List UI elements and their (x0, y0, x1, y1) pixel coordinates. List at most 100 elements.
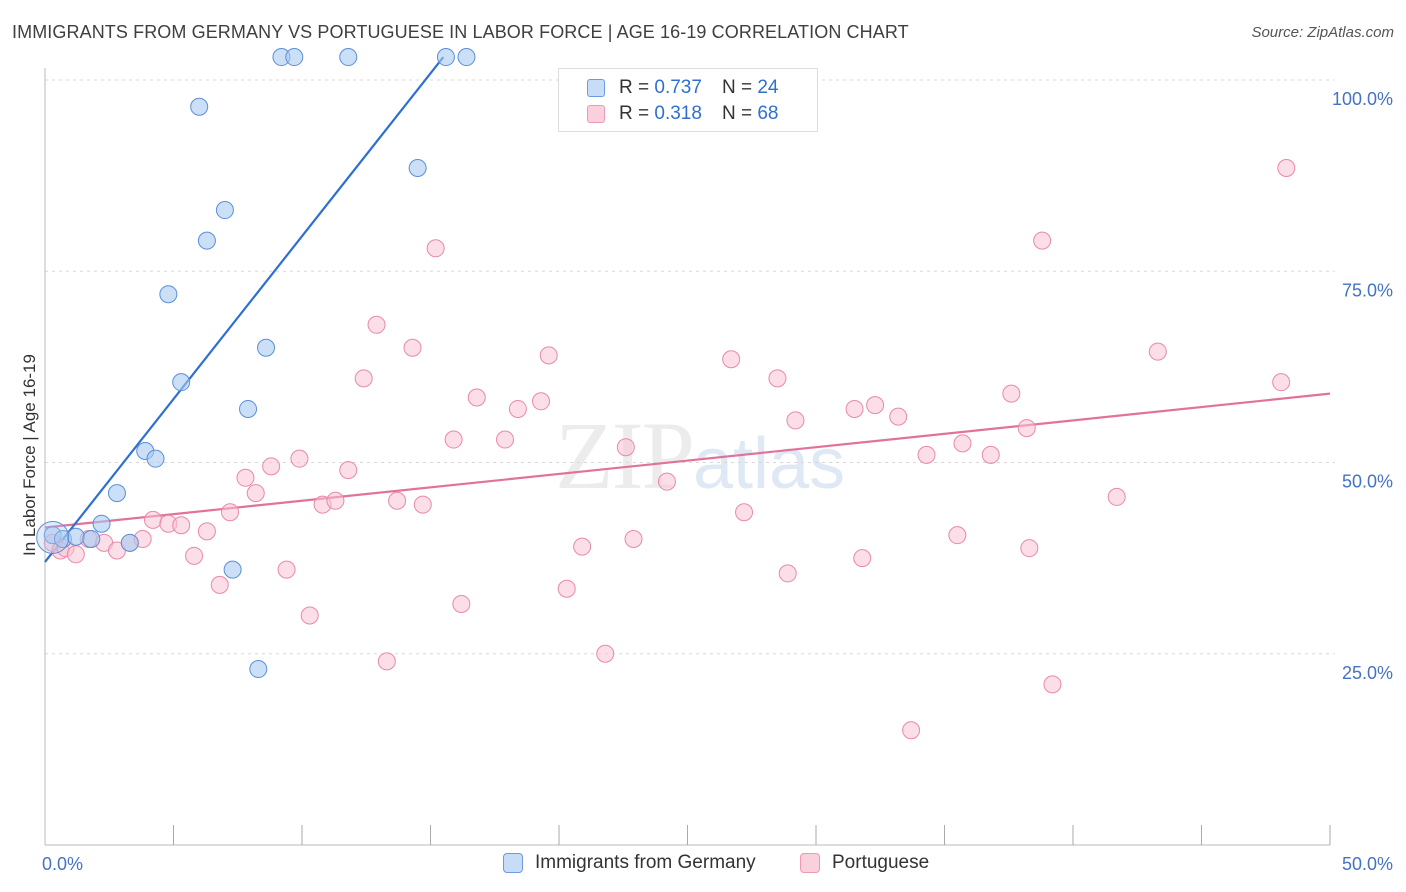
point-portuguese (722, 350, 741, 369)
point-portuguese (290, 449, 309, 468)
point-portuguese (889, 407, 908, 426)
point-portuguese (426, 239, 445, 258)
point-germany (159, 285, 178, 304)
legend-n-label: N = (721, 77, 753, 98)
point-germany (249, 660, 268, 679)
x-tick-label: 50.0% (1342, 854, 1393, 874)
point-portuguese (197, 522, 216, 541)
point-portuguese (532, 392, 551, 411)
point-germany (285, 48, 304, 67)
point-portuguese (616, 438, 635, 457)
point-portuguese (388, 491, 407, 510)
legend-row-germany: R = 0.737 N = 24 (587, 76, 778, 100)
y-tick-label: 50.0% (1342, 472, 1393, 492)
legend-r-label: R = (619, 103, 650, 124)
tick-labels: 100.0% 75.0% 50.0% 25.0% 0.0% 50.0% (42, 89, 1393, 874)
point-portuguese (573, 537, 592, 556)
point-portuguese (1277, 158, 1296, 177)
y-tick-label: 25.0% (1342, 663, 1393, 683)
bottom-legend-label-portuguese: Portuguese (832, 852, 930, 873)
point-portuguese (953, 434, 972, 453)
y-tick-label: 75.0% (1342, 280, 1393, 300)
watermark-atlas: atlas (693, 424, 846, 504)
point-portuguese (557, 579, 576, 598)
point-portuguese (624, 530, 643, 548)
bottom-legend-swatch-portuguese (800, 853, 820, 873)
point-portuguese (444, 430, 463, 449)
point-portuguese (845, 399, 864, 418)
point-portuguese (902, 721, 921, 740)
point-portuguese (1043, 675, 1062, 694)
point-portuguese (539, 346, 558, 365)
point-portuguese (1272, 373, 1291, 392)
point-portuguese (596, 644, 615, 663)
point-portuguese (778, 564, 797, 583)
bottom-legend-germany: Immigrants from Germany (503, 852, 756, 874)
point-germany (408, 158, 427, 177)
point-germany-cluster (36, 520, 70, 554)
point-germany (457, 48, 476, 67)
point-portuguese (981, 445, 1000, 464)
point-portuguese (262, 457, 281, 476)
point-portuguese (403, 338, 422, 357)
point-portuguese (467, 388, 486, 407)
point-portuguese (326, 491, 345, 510)
chart-title: IMMIGRANTS FROM GERMANY VS PORTUGUESE IN… (12, 22, 909, 42)
point-germany (120, 533, 139, 552)
source-label: Source: ZipAtlas.com (1251, 24, 1394, 41)
point-portuguese (1107, 487, 1126, 506)
point-germany (146, 449, 165, 468)
point-germany (436, 48, 455, 67)
y-tick-label: 100.0% (1332, 89, 1393, 109)
point-portuguese (354, 369, 373, 388)
legend-n-value-portuguese: 68 (757, 103, 779, 124)
point-portuguese (452, 595, 471, 614)
point-germany (82, 530, 101, 548)
point-portuguese (496, 430, 515, 449)
point-portuguese (300, 606, 319, 625)
trend-lines (44, 56, 1331, 563)
bottom-legend-label-germany: Immigrants from Germany (535, 852, 756, 873)
axes (44, 68, 1331, 846)
point-portuguese (508, 399, 527, 418)
point-portuguese (768, 369, 787, 388)
point-portuguese (786, 411, 805, 430)
point-germany (172, 373, 191, 392)
point-portuguese (367, 315, 386, 334)
legend-r-label: R = (619, 77, 650, 98)
legend-r-value-germany: 0.737 (654, 77, 702, 98)
point-portuguese (1020, 539, 1039, 558)
point-portuguese (246, 484, 265, 503)
point-portuguese (917, 445, 936, 464)
point-portuguese (853, 549, 872, 568)
legend-row-portuguese: R = 0.318 N = 68 (587, 102, 778, 126)
legend-n-label: N = (721, 103, 753, 124)
point-portuguese (172, 516, 191, 535)
point-portuguese (948, 526, 967, 545)
point-portuguese (1148, 342, 1167, 361)
point-portuguese (236, 468, 255, 487)
point-portuguese (1002, 384, 1021, 403)
point-germany (339, 48, 358, 67)
point-portuguese (413, 495, 432, 514)
point-germany (66, 527, 85, 546)
point-portuguese (377, 652, 396, 671)
point-portuguese (210, 575, 229, 594)
point-portuguese (1017, 419, 1036, 438)
point-portuguese (735, 503, 754, 522)
point-portuguese (185, 546, 204, 565)
point-portuguese (277, 560, 296, 579)
point-germany (257, 338, 276, 357)
point-portuguese (221, 503, 240, 522)
legend-r-value-portuguese: 0.318 (654, 103, 702, 124)
point-portuguese (866, 396, 885, 415)
point-germany (239, 399, 258, 418)
point-germany (223, 560, 242, 579)
point-portuguese (143, 510, 162, 529)
watermark: ZIPatlas (555, 400, 845, 511)
point-germany (92, 514, 111, 533)
bottom-legend-swatch-germany (503, 853, 523, 873)
legend-swatch-portuguese (587, 105, 605, 123)
point-germany (107, 484, 126, 503)
